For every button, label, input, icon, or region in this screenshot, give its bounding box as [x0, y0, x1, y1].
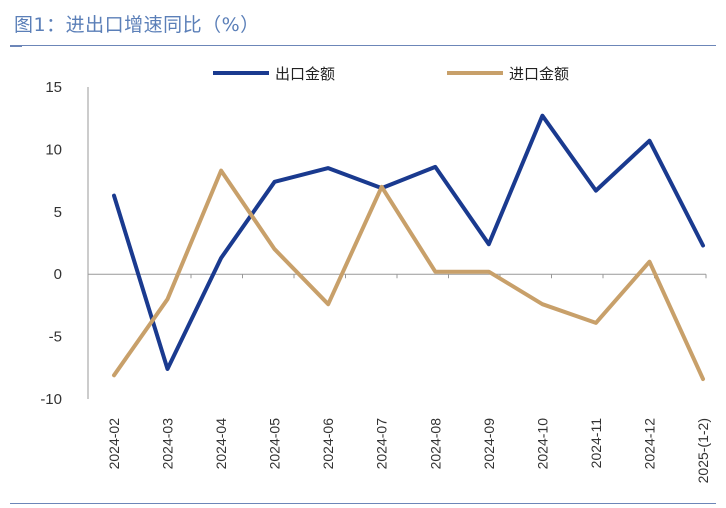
x-axis-ticks: 2024-02 2024-03 2024-04 2024-05 2024-06 2024-…: [106, 418, 711, 484]
legend-label: 出口金额: [275, 65, 335, 83]
legend-label: 进口金额: [509, 65, 569, 83]
x-tick-label: 2024-03: [160, 418, 176, 470]
x-tick-label: 2024-11: [588, 418, 604, 469]
x-tick-label: 2024-02: [106, 418, 122, 470]
x-tick-label: 2024-04: [213, 418, 229, 470]
y-tick-label: 10: [45, 141, 62, 158]
y-axis-ticks: 15 10 5 0 -5 -10: [40, 79, 62, 408]
x-tick-label: 2024-05: [267, 418, 283, 470]
axes: [87, 87, 707, 399]
x-tick-label: 2024-10: [534, 418, 550, 470]
y-tick-label: 15: [45, 79, 62, 96]
x-tick-label: 2025-(1-2): [695, 418, 711, 483]
y-tick-label: 5: [54, 204, 62, 221]
x-tick-label: 2024-09: [481, 418, 497, 470]
bottom-divider: [10, 503, 716, 504]
x-tick-label: 2024-08: [427, 418, 443, 470]
y-tick-label: -10: [40, 391, 62, 408]
series-line-export: [112, 113, 705, 371]
y-tick-label: -5: [49, 329, 62, 346]
x-tick-label: 2024-06: [320, 418, 336, 470]
x-tick-label: 2024-07: [374, 418, 390, 470]
x-tick-label: 2024-12: [641, 418, 657, 470]
title-divider: [10, 45, 716, 46]
y-tick-label: 0: [54, 266, 62, 283]
chart-title: 图1：进出口增速同比（%）: [14, 14, 260, 36]
legend: 出口金额 进口金额: [213, 65, 569, 83]
title-divider-accent: [10, 45, 22, 47]
series-lines: [112, 113, 705, 381]
series-line-import: [112, 168, 705, 381]
